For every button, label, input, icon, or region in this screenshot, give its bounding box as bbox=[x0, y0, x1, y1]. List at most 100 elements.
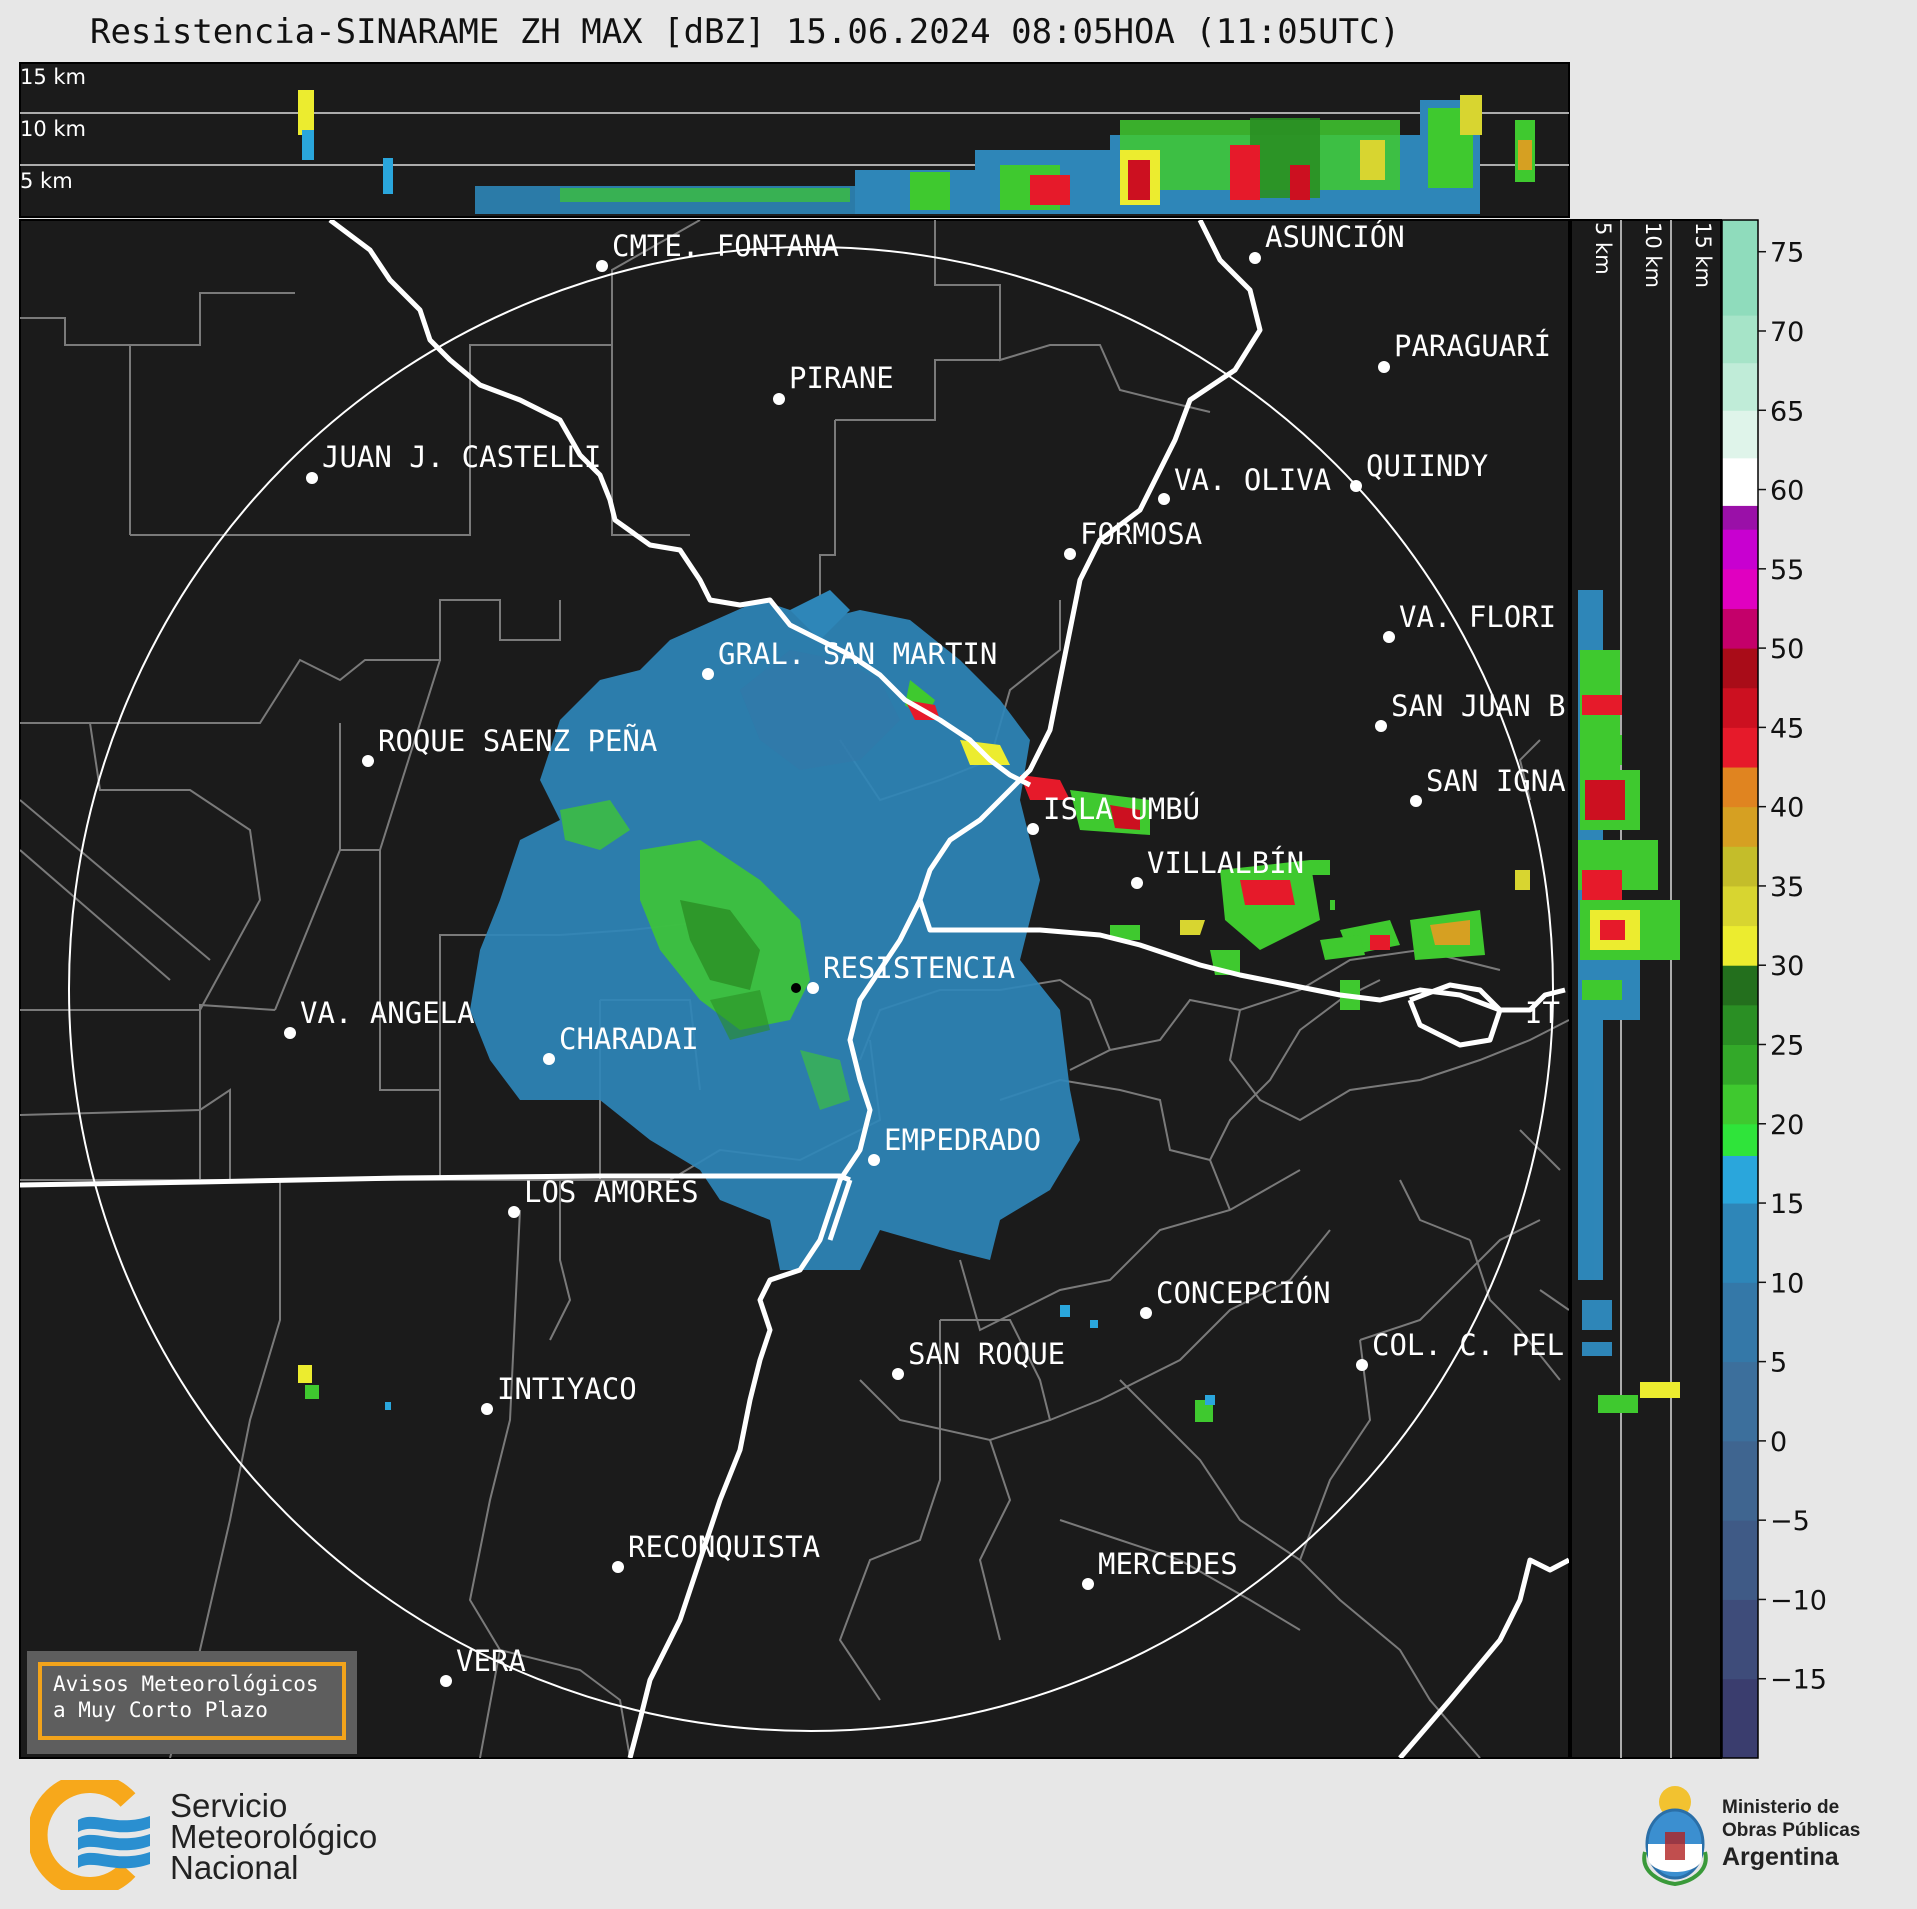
colorbar-band bbox=[1722, 727, 1758, 768]
city-dot bbox=[306, 472, 318, 484]
top-alt-label-15km: 15 km bbox=[20, 65, 86, 89]
city-markers: CMTE. FONTANA ASUNCIÓN PARAGUARÍ PIRANE … bbox=[284, 220, 1566, 1687]
city-label: COL. C. PEL bbox=[1372, 1328, 1564, 1362]
city-dot bbox=[1383, 631, 1395, 643]
colorbar-tick-label: 20 bbox=[1770, 1110, 1804, 1141]
city-label: ISLA UMBÚ bbox=[1043, 792, 1200, 826]
colorbar-band bbox=[1722, 315, 1758, 364]
radar-site-marker bbox=[791, 983, 801, 993]
city-label: VA. ANGELA bbox=[300, 996, 475, 1030]
colorbar-band bbox=[1722, 806, 1758, 847]
colorbar-band bbox=[1722, 1282, 1758, 1363]
admin-boundaries bbox=[20, 220, 1569, 1758]
city-dot bbox=[596, 260, 608, 272]
side-alt-label-10km: 10 km bbox=[1641, 222, 1665, 288]
city-label: INTIYACO bbox=[497, 1372, 637, 1406]
colorbar-band bbox=[1722, 885, 1758, 927]
city-label: VA. FLORI bbox=[1399, 600, 1556, 634]
colorbar-tick-label: 60 bbox=[1770, 476, 1804, 507]
city-dot bbox=[773, 393, 785, 405]
warning-banner-frame: Avisos Meteorológicos a Muy Corto Plazo bbox=[38, 1662, 346, 1740]
colorbar-band bbox=[1722, 529, 1758, 570]
colorbar-tick-label: 65 bbox=[1770, 396, 1804, 427]
city-dot bbox=[1158, 493, 1170, 505]
colorbar-band bbox=[1722, 608, 1758, 649]
city-dot bbox=[1064, 548, 1076, 560]
colorbar-tick-label: 40 bbox=[1770, 793, 1804, 824]
city-dot bbox=[868, 1154, 880, 1166]
ministry-line-1: Ministerio de bbox=[1722, 1797, 1840, 1818]
colorbar-tick-label: 15 bbox=[1770, 1189, 1804, 1220]
warning-line-1: Avisos Meteorológicos bbox=[53, 1672, 319, 1696]
colorbar-tick-label: 10 bbox=[1770, 1268, 1804, 1299]
city-label: CONCEPCIÓN bbox=[1156, 1276, 1331, 1310]
colorbar-band bbox=[1722, 965, 1758, 1006]
colorbar-band bbox=[1722, 1004, 1758, 1045]
city-dot bbox=[1027, 823, 1039, 835]
colorbar-band bbox=[1722, 457, 1758, 506]
colorbar-band bbox=[1722, 767, 1758, 808]
city-dot bbox=[1375, 720, 1387, 732]
colorbar-tick-label: 0 bbox=[1770, 1427, 1787, 1458]
city-label: CMTE. FONTANA bbox=[612, 229, 839, 263]
city-dot bbox=[508, 1206, 520, 1218]
city-dot bbox=[362, 755, 374, 767]
warning-banner[interactable]: Avisos Meteorológicos a Muy Corto Plazo bbox=[27, 1651, 357, 1754]
city-label: VA. OLIVA bbox=[1174, 463, 1331, 497]
ministry-line-2: Obras Públicas bbox=[1722, 1820, 1861, 1841]
colorbar-tick-label: −5 bbox=[1770, 1506, 1810, 1537]
colorbar-band bbox=[1722, 220, 1758, 316]
city-label: PIRANE bbox=[789, 361, 894, 395]
side-alt-label-15km: 15 km bbox=[1691, 222, 1715, 288]
argentina-shield-icon bbox=[1642, 1786, 1708, 1887]
city-dot bbox=[1350, 480, 1362, 492]
city-label: SAN JUAN B bbox=[1391, 689, 1566, 723]
side-echo-tops bbox=[1578, 590, 1680, 1413]
colorbar-band bbox=[1722, 1123, 1758, 1156]
map-title: Resistencia-SINARAME ZH MAX [dBZ] 15.06.… bbox=[89, 12, 1401, 52]
colorbar-band bbox=[1722, 1084, 1758, 1125]
colorbar-band bbox=[1722, 925, 1758, 966]
city-label: VERA bbox=[456, 1644, 526, 1678]
city-label: ROQUE SAENZ PEÑA bbox=[378, 724, 657, 758]
city-label: GRAL. SAN MARTIN bbox=[718, 637, 997, 671]
city-dot bbox=[892, 1368, 904, 1380]
colorbar-tick-label: −10 bbox=[1770, 1585, 1827, 1616]
colorbar-tick-label: 25 bbox=[1770, 1030, 1804, 1061]
city-dot bbox=[1378, 361, 1390, 373]
city-label: FORMOSA bbox=[1080, 517, 1202, 551]
colorbar-band bbox=[1722, 505, 1758, 530]
colorbar-tick-label: 50 bbox=[1770, 634, 1804, 665]
colorbar-band bbox=[1722, 1203, 1758, 1283]
city-dot bbox=[612, 1561, 624, 1573]
city-dot bbox=[284, 1027, 296, 1039]
ministry-line-3: Argentina bbox=[1722, 1843, 1839, 1871]
colorbar-band bbox=[1722, 1361, 1758, 1442]
colorbar-band bbox=[1722, 846, 1758, 887]
city-label: RESISTENCIA bbox=[823, 951, 1015, 985]
city-label: LOS AMORES bbox=[524, 1175, 699, 1209]
smn-line-1: Servicio bbox=[170, 1787, 288, 1824]
side-alt-label-5km: 5 km bbox=[1591, 222, 1615, 275]
colorbar-tick-label: 5 bbox=[1770, 1348, 1787, 1379]
city-dot bbox=[481, 1403, 493, 1415]
warning-line-2: a Muy Corto Plazo bbox=[53, 1698, 268, 1722]
colorbar-tick-label: 45 bbox=[1770, 713, 1804, 744]
top-alt-label-10km: 10 km bbox=[20, 117, 86, 141]
city-label: SAN IGNA bbox=[1426, 764, 1566, 798]
borders-rivers bbox=[20, 220, 1569, 1758]
smn-line-2: Meteorológico bbox=[170, 1818, 378, 1855]
smn-wordmark: Servicio Meteorológico Nacional bbox=[170, 1787, 378, 1886]
colorbar-band bbox=[1722, 1155, 1758, 1204]
colorbar-tick-label: −15 bbox=[1770, 1665, 1827, 1696]
city-dot bbox=[440, 1675, 452, 1687]
smn-line-3: Nacional bbox=[170, 1849, 299, 1886]
colorbar-band bbox=[1722, 1520, 1758, 1600]
colorbar-tick-label: 55 bbox=[1770, 555, 1804, 586]
colorbar-tick-label: 30 bbox=[1770, 951, 1804, 982]
colorbar-band bbox=[1722, 1044, 1758, 1085]
top-cross-section-panel: 15 km 10 km 5 km bbox=[19, 62, 1570, 218]
colorbar-band bbox=[1722, 568, 1758, 609]
radar-map: CMTE. FONTANA ASUNCIÓN PARAGUARÍ PIRANE … bbox=[19, 219, 1570, 1759]
